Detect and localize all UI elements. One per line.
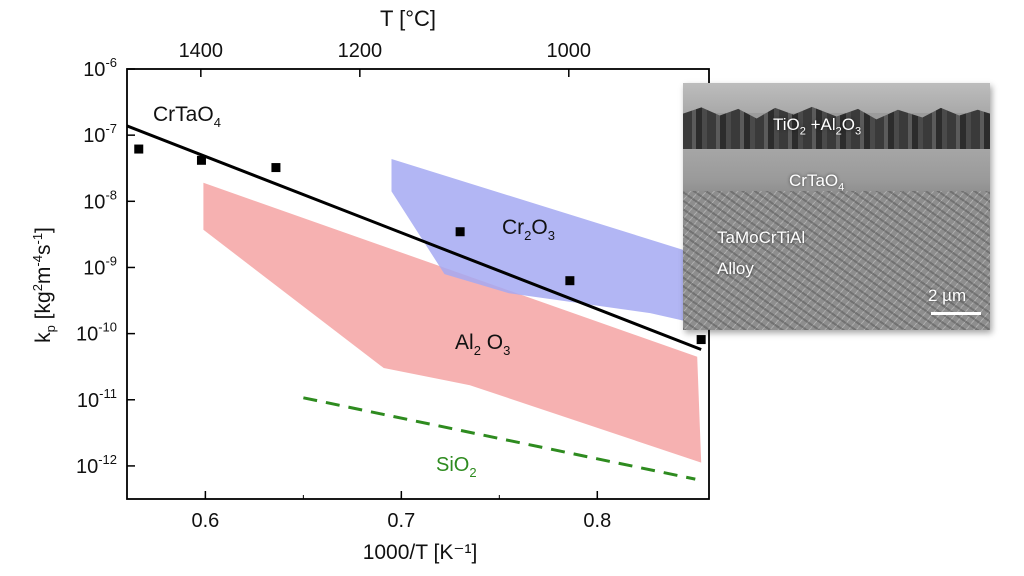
top-tick-label: 1000 (547, 40, 592, 62)
data-point-2 (196, 155, 206, 165)
crtao4-fit-line (126, 124, 702, 351)
axes-layer: 0.6 0.7 0.8 10-6 10-7 10-8 10-9 10-10 10-11 10-12… (76, 40, 611, 532)
sio2-dashed-line (303, 396, 696, 481)
sem-surface-region (683, 83, 990, 113)
svg-text:CrTaO4: CrTaO4 (153, 103, 221, 130)
top-tick-label: 1400 (179, 40, 224, 62)
x-tick-label: 0.6 (191, 510, 219, 532)
svg-text:Cr2O3: Cr2O3 (502, 216, 555, 243)
data-point-6 (696, 335, 706, 345)
sem-alloy-label-line1: TaMoCrTiAl (717, 228, 806, 247)
top-axis-label: T [°C] (380, 6, 436, 31)
line-layer (126, 124, 702, 481)
svg-text:SiO2: SiO2 (436, 454, 477, 480)
sem-scale-bar (931, 312, 981, 315)
x-axis-label: 1000/T [K⁻¹] (363, 541, 478, 564)
sem-alloy-label-line2: Alloy (717, 259, 754, 278)
svg-text:Al2 O3: Al2 O3 (455, 331, 510, 358)
crtao4-series-label: CrTaO4 (153, 103, 221, 130)
sem-scale-label: 2 µm (928, 286, 967, 305)
y-axis-label: kp [kg2m-4s-1] (30, 227, 58, 343)
al2o3-region-label: Al2 O3 (455, 331, 510, 358)
sem-crtao4-label: CrTaO4 (789, 171, 845, 194)
y-tick-label: 10-11 (77, 386, 117, 412)
y-tick-label: 10-7 (83, 121, 117, 147)
data-point-4 (455, 227, 465, 237)
y-tick-label: 10-9 (83, 253, 117, 279)
cr2o3-region-label: Cr2O3 (502, 216, 555, 243)
x-tick-label: 0.8 (583, 510, 611, 532)
al2o3-region (203, 182, 702, 463)
y-tick-label: 10-8 (83, 187, 117, 213)
x-tick-label: 0.7 (387, 510, 415, 532)
y-tick-label: 10-6 (83, 55, 117, 81)
data-point-5 (565, 276, 575, 286)
sem-alloy-substrate (683, 191, 990, 330)
region-layer (203, 159, 702, 463)
sio2-line-label: SiO2 (436, 454, 477, 480)
point-layer (134, 144, 706, 345)
data-point-3 (271, 163, 281, 173)
y-tick-label: 10-10 (76, 320, 117, 346)
sem-micrograph-inset: TiO2 +Al2O3 CrTaO4 TaMoCrTiAl Alloy 2 µm (683, 83, 990, 330)
y-tick-label: 10-12 (76, 452, 117, 478)
sem-crtao4-layer (683, 149, 990, 193)
top-tick-label: 1200 (338, 40, 383, 62)
svg-text:kp [kg2m-4s-1]: kp [kg2m-4s-1] (30, 227, 58, 343)
data-point-1 (134, 144, 144, 154)
sem-oxide-label: TiO2 +Al2O3 (773, 115, 862, 138)
cr2o3-region (391, 159, 698, 324)
